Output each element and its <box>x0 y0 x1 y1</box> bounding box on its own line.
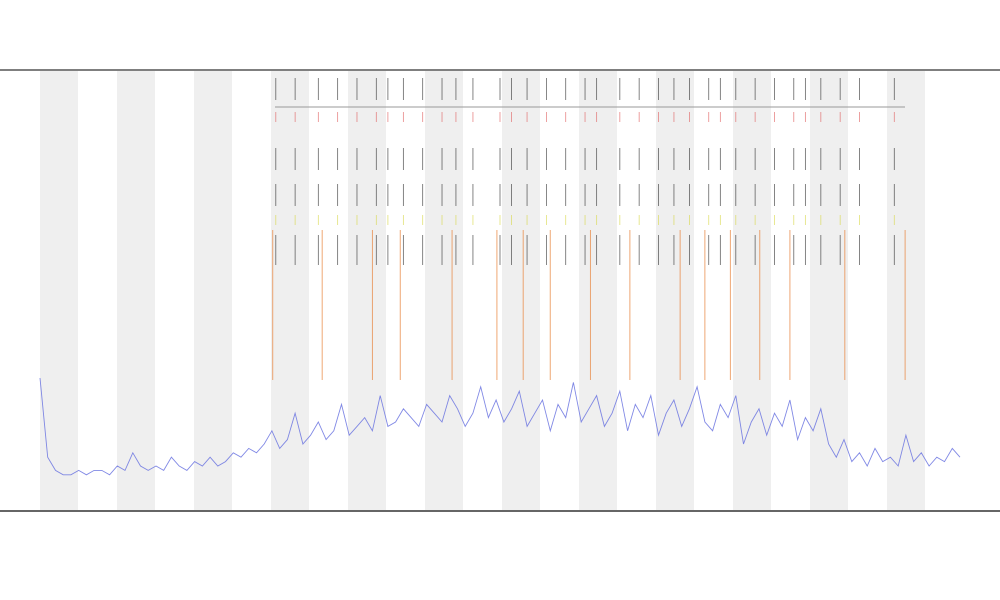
band <box>271 71 309 510</box>
background-bands <box>40 71 925 510</box>
band <box>502 71 540 510</box>
band <box>40 71 78 510</box>
band <box>887 71 925 510</box>
series-line <box>39 377 961 476</box>
events <box>272 78 906 380</box>
band <box>810 71 848 510</box>
band <box>194 71 232 510</box>
band <box>117 71 155 510</box>
band <box>425 71 463 510</box>
band <box>579 71 617 510</box>
band <box>656 71 694 510</box>
lines <box>39 377 961 476</box>
band <box>733 71 771 510</box>
band <box>348 71 386 510</box>
